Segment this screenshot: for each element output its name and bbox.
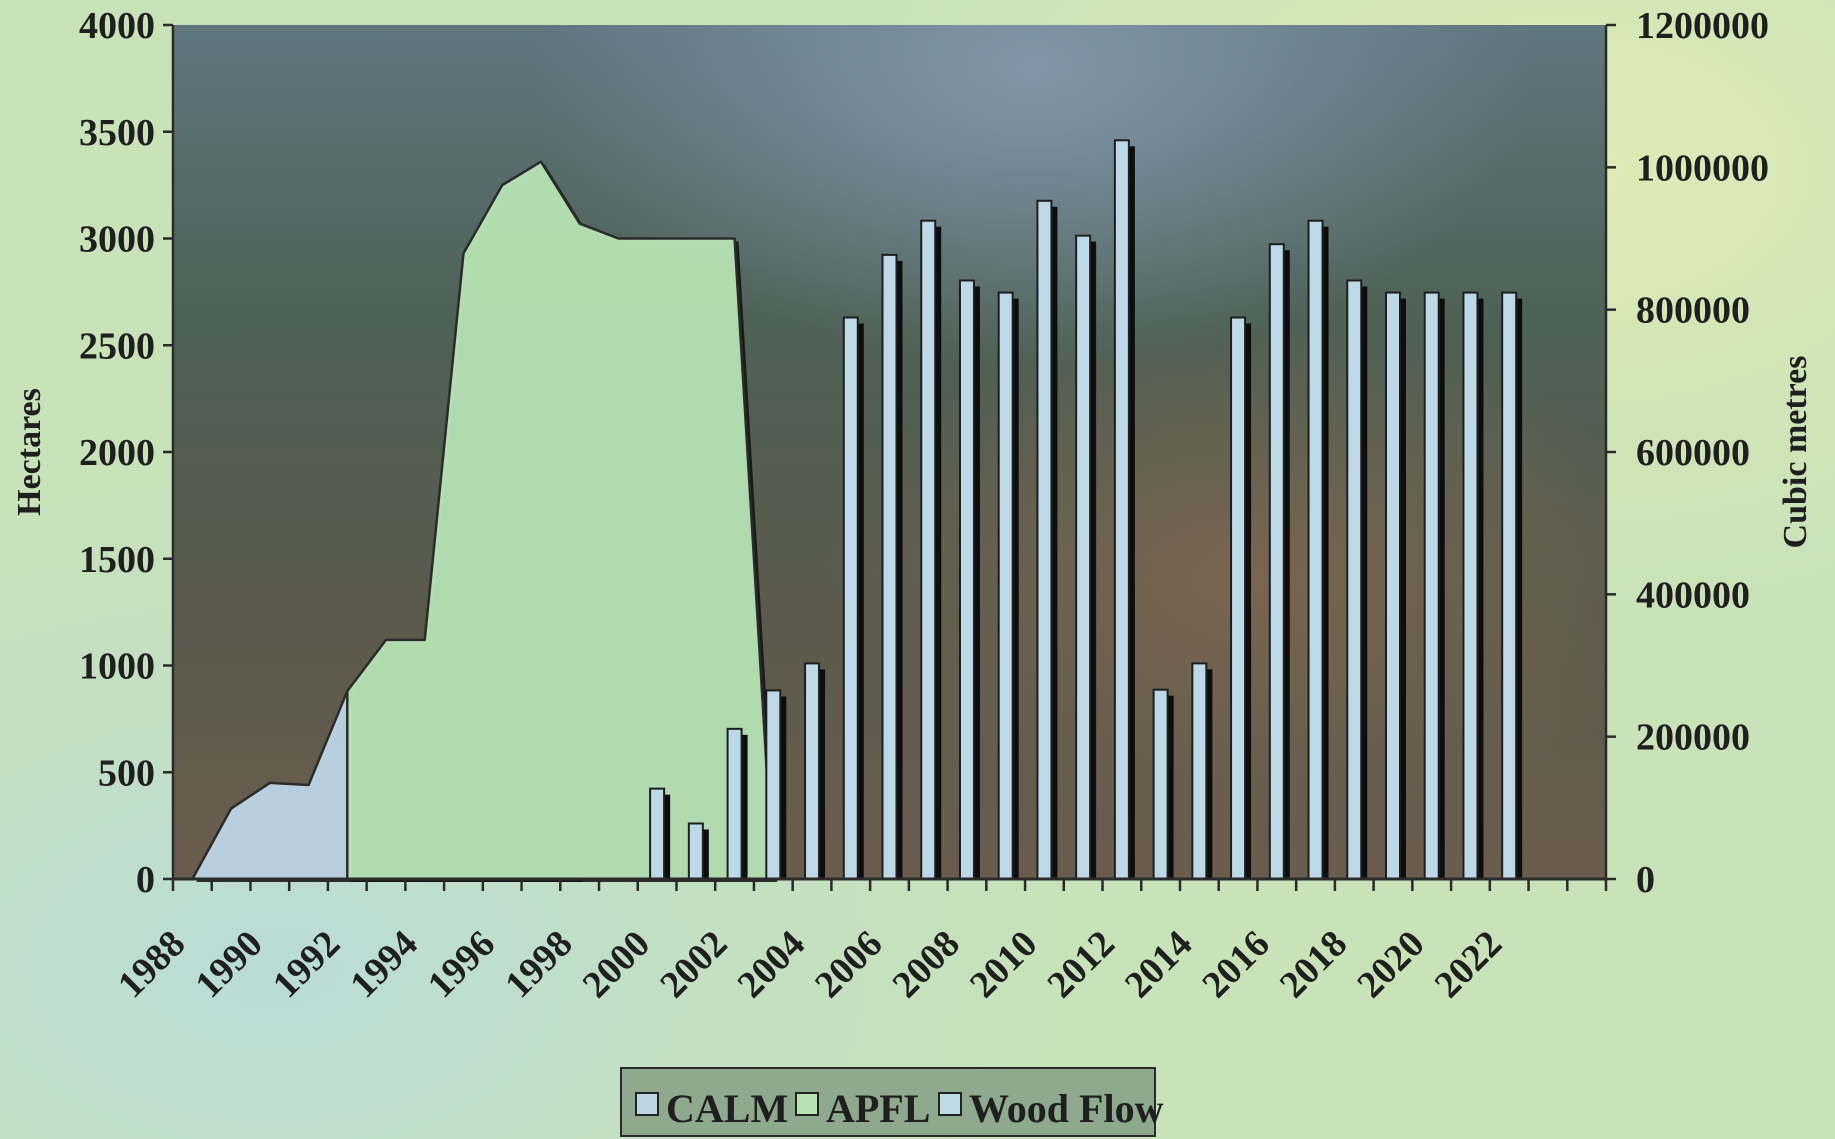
bar-wood-flow-2011 <box>1075 234 1092 881</box>
right-axis-tick-label: 800000 <box>1636 290 1750 332</box>
right-axis-tick-label: 1000000 <box>1636 147 1769 189</box>
bar-wood-flow-2017 <box>1307 219 1324 881</box>
bar-wood-flow-2000 <box>649 787 666 881</box>
left-axis-tick-label: 2000 <box>79 432 155 474</box>
left-axis-tick-label: 3000 <box>79 219 155 261</box>
legend-swatch-calm <box>635 1092 659 1116</box>
bar-wood-flow-2022 <box>1501 291 1518 880</box>
right-axis-tick-label: 600000 <box>1636 432 1750 474</box>
right-axis-tick-label: 400000 <box>1636 574 1750 616</box>
bar-wood-flow-2019 <box>1384 291 1401 880</box>
left-axis-tick-label: 1000 <box>79 646 155 688</box>
right-axis-title: Cubic metres <box>1777 356 1814 549</box>
bar-wood-flow-2013 <box>1152 688 1169 880</box>
area-series-layer <box>191 160 778 882</box>
area-apfl <box>346 160 775 881</box>
right-axis-tick-label: 1200000 <box>1636 5 1769 47</box>
right-axis-tick-label: 200000 <box>1636 717 1750 759</box>
bar-wood-flow-2006 <box>881 253 898 880</box>
right-axis-tick-label: 0 <box>1636 859 1655 901</box>
left-axis-title: Hectares <box>11 388 48 516</box>
bar-wood-flow-2021 <box>1462 291 1479 880</box>
legend-box <box>620 1067 1156 1137</box>
legend-swatch-apfl <box>795 1092 819 1116</box>
legend-label-calm: CALM <box>666 1086 788 1131</box>
axes-layer <box>163 23 1616 891</box>
bar-wood-flow-2001 <box>687 822 704 880</box>
legend-swatch-wood-flow <box>938 1092 962 1116</box>
bar-wood-flow-2015 <box>1230 316 1247 880</box>
bar-wood-flow-2009 <box>997 291 1014 880</box>
bar-wood-flow-2016 <box>1268 243 1285 880</box>
legend-label-apfl: APFL <box>826 1086 930 1131</box>
left-axis-tick-label: 0 <box>136 859 155 901</box>
left-axis-tick-label: 4000 <box>79 5 155 47</box>
left-axis-tick-label: 500 <box>98 752 155 794</box>
left-axis-tick-label: 1500 <box>79 539 155 581</box>
bar-wood-flow-2012 <box>1113 139 1130 881</box>
bar-wood-flow-2014 <box>1191 662 1208 880</box>
legend-label-wood-flow: Wood Flow <box>969 1086 1164 1131</box>
bar-wood-flow-2002 <box>726 727 743 880</box>
bar-wood-flow-2018 <box>1346 279 1363 880</box>
left-axis-tick-label: 3500 <box>79 112 155 154</box>
legend: CALM APFL Wood Flow <box>620 1067 1164 1137</box>
bar-wood-flow-2005 <box>842 316 859 880</box>
bar-wood-flow-2010 <box>1036 199 1053 880</box>
left-axis-tick-label: 2500 <box>79 325 155 367</box>
bar-wood-flow-2003 <box>765 689 782 880</box>
bar-wood-flow-2007 <box>920 219 937 881</box>
bar-wood-flow-2020 <box>1423 291 1440 880</box>
bar-wood-flow-2004 <box>804 662 821 880</box>
bar-wood-flow-2008 <box>958 279 975 880</box>
